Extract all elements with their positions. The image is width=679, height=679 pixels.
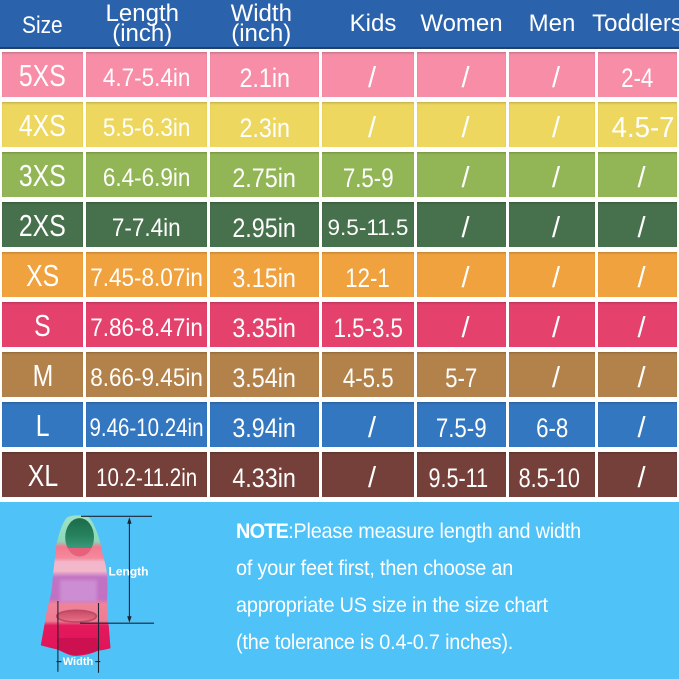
svg-text:Length: Length bbox=[109, 565, 149, 579]
svg-text:Width: Width bbox=[63, 656, 94, 668]
